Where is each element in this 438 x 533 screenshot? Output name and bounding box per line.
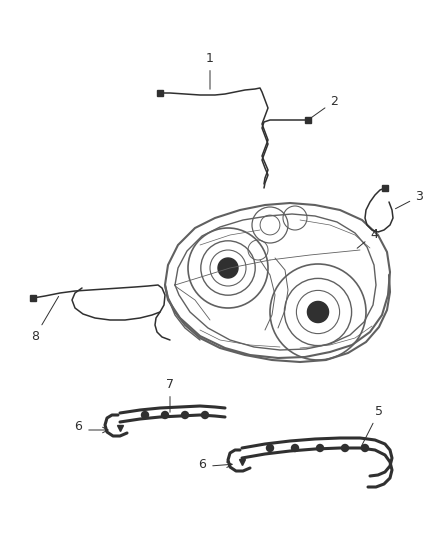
Circle shape: [317, 445, 324, 451]
Text: 4: 4: [357, 228, 378, 248]
Circle shape: [361, 445, 368, 451]
Circle shape: [141, 411, 148, 418]
Circle shape: [201, 411, 208, 418]
Circle shape: [342, 445, 349, 451]
Circle shape: [266, 445, 273, 451]
Circle shape: [292, 445, 299, 451]
Circle shape: [218, 258, 238, 278]
Text: 2: 2: [310, 95, 338, 118]
Text: 6: 6: [198, 458, 206, 471]
Circle shape: [181, 411, 188, 418]
Text: 7: 7: [166, 378, 174, 412]
Text: 1: 1: [206, 52, 214, 89]
Text: 8: 8: [31, 296, 59, 343]
Circle shape: [307, 302, 328, 322]
Circle shape: [162, 411, 169, 418]
Text: 3: 3: [396, 190, 423, 209]
Text: 5: 5: [361, 405, 383, 447]
Text: 6: 6: [74, 420, 82, 433]
